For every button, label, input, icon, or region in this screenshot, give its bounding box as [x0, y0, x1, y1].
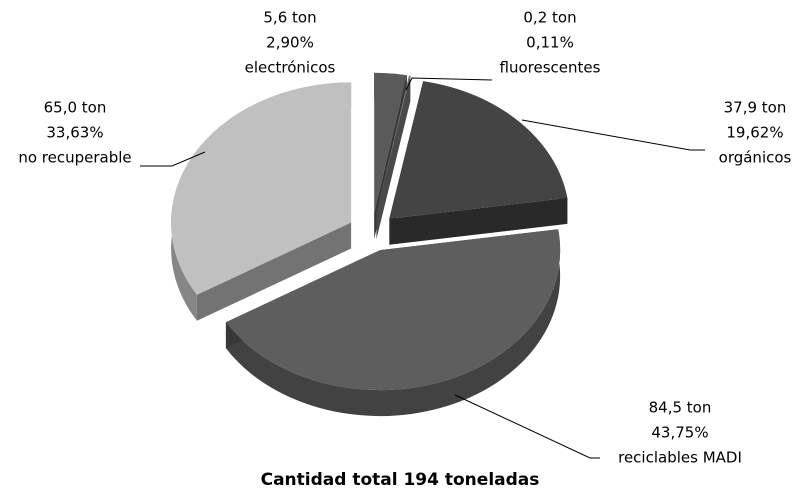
slice: [171, 82, 352, 295]
category-label: electrónicos: [245, 59, 336, 77]
category-label: reciclables MADI: [618, 449, 742, 467]
slice-side: [225, 229, 561, 417]
pie: [171, 72, 568, 417]
category-label: orgánicos: [719, 149, 792, 167]
leader-line: [521, 119, 705, 151]
leader-line: [405, 77, 493, 91]
category-label: fluorescentes: [500, 59, 601, 77]
value-label: 43,75%: [651, 424, 708, 442]
value-label: 0,11%: [526, 34, 574, 52]
slice: [225, 229, 561, 391]
slice: [376, 75, 411, 214]
value-label: 33,63%: [46, 124, 103, 142]
amount-label: 65,0 ton: [44, 99, 107, 117]
slice-wall: [196, 82, 352, 321]
leader-line: [140, 151, 206, 167]
amount-label: 0,2 ton: [523, 9, 576, 27]
amount-label: 37,9 ton: [724, 99, 787, 117]
slice-wall: [389, 81, 568, 245]
leader-lines: [140, 77, 705, 459]
slice: [374, 72, 407, 213]
slice-wall: [376, 75, 411, 240]
amount-label: 84,5 ton: [649, 399, 712, 417]
value-label: 2,90%: [266, 34, 314, 52]
chart-title: Cantidad total 194 toneladas: [261, 470, 540, 490]
category-label: no recuperable: [18, 149, 131, 167]
amount-label: 5,6 ton: [263, 9, 316, 27]
slice: [389, 81, 568, 219]
leader-line: [454, 394, 600, 459]
value-label: 19,62%: [726, 124, 783, 142]
